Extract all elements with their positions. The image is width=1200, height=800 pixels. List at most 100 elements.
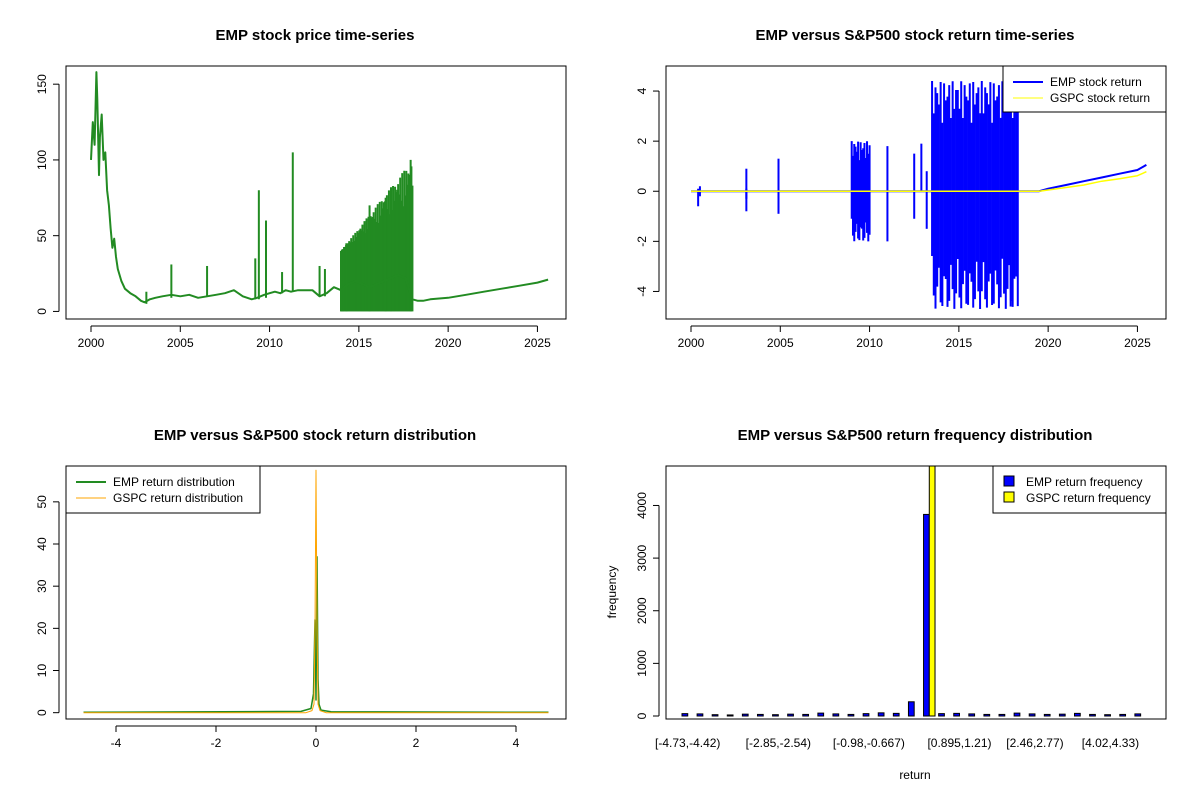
price-y-axis: 0 50 100 150 [35,74,60,315]
histogram-emp-bar [923,513,930,717]
returns-chart: EMP versus S&P500 stock return time-seri… [635,27,1167,350]
histogram-emp-bar [681,713,689,717]
histogram-emp-bar [756,713,764,717]
histogram-x-tick-label: [-0.98,-0.667) [833,736,905,750]
density-x-tick-label: 2 [413,736,420,750]
histogram-emp-bar [938,713,945,717]
histogram-y-axis: 0 1000 2000 3000 4000 [635,492,660,719]
histogram-y-tick-label: 0 [635,712,649,719]
histogram-x-tick-label: [-4.73,-4.42) [655,736,720,750]
histogram-y-label: frequency [605,566,619,619]
histogram-emp-bar [1013,712,1021,717]
histogram-chart: EMP versus S&P500 return frequency distr… [605,427,1167,782]
histogram-x-tick-label: [0.895,1.21) [927,736,991,750]
histogram-chart-title: EMP versus S&P500 return frequency distr… [738,427,1093,444]
price-plot-area [90,71,549,312]
returns-x-tick-label: 2005 [767,336,794,350]
histogram-x-tick-label: [4.02,4.33) [1082,736,1139,750]
density-y-tick-label: 20 [35,621,49,635]
density-y-tick-label: 50 [35,495,49,509]
density-plot-area [83,469,549,714]
returns-x-tick-label: 2025 [1124,336,1151,350]
returns-y-tick-label: 2 [635,137,649,144]
density-x-tick-label: 0 [313,736,320,750]
density-emp-line [83,555,549,714]
density-gspc-line [83,469,549,714]
returns-y-tick-label: 0 [635,188,649,195]
price-y-tick-label: 100 [35,150,49,170]
returns-y-axis: -4 -2 0 2 4 [635,87,660,297]
histogram-emp-bar [787,713,794,717]
histogram-emp-bar [1043,713,1051,717]
histogram-y-tick-label: 3000 [635,544,649,571]
density-y-tick-label: 10 [35,664,49,678]
histogram-x-tick-label: [-2.85,-2.54) [746,736,811,750]
returns-legend: EMP stock return GSPC stock return [1002,65,1167,113]
histogram-emp-bar [998,713,1006,717]
density-y-axis: 0 10 20 30 40 50 [35,495,60,716]
histogram-emp-bar [983,713,991,717]
histogram-gspc-bar [928,465,936,717]
density-legend: EMP return distribution GSPC return dist… [65,465,261,514]
price-plot-box [65,65,567,320]
histogram-emp-bar [802,713,810,717]
histogram-emp-bar [741,713,749,717]
price-x-tick-label: 2010 [256,336,283,350]
price-x-tick-label: 2000 [78,336,105,350]
density-legend-box [65,465,261,514]
histogram-emp-bar [1028,713,1036,717]
histogram-emp-bar [877,712,885,717]
density-x-tick-label: -4 [111,736,122,750]
price-x-axis: 2000 2005 2010 2015 2020 2025 [78,325,551,350]
price-x-tick-label: 2015 [346,336,373,350]
returns-x-tick-label: 2015 [946,336,973,350]
histogram-emp-bar [1089,713,1096,717]
returns-y-tick-label: -4 [635,286,649,297]
price-x-tick-label: 2005 [167,336,194,350]
density-x-axis: -4 -2 0 2 4 [111,725,520,750]
histogram-emp-bar [772,714,779,717]
price-y-tick-label: 150 [35,74,49,94]
histogram-emp-bar [817,712,825,717]
histogram-emp-bar [696,713,704,717]
density-legend-emp: EMP return distribution [113,475,235,489]
histogram-emp-bar [726,714,734,717]
histogram-emp-bar [953,712,960,717]
density-y-tick-label: 0 [35,709,49,716]
histogram-emp-bar [892,712,900,717]
histogram-x-label: return [899,768,930,782]
histogram-legend-box [992,465,1167,514]
histogram-y-tick-label: 1000 [635,650,649,677]
histogram-y-tick-label: 2000 [635,597,649,624]
returns-emp-line [691,164,1147,193]
histogram-legend-swatch-emp [1003,475,1015,487]
price-y-tick-label: 0 [35,308,49,315]
returns-y-tick-label: 4 [635,87,649,94]
histogram-emp-bar [1134,713,1142,717]
price-series-line [90,71,549,304]
price-x-tick-label: 2020 [435,336,462,350]
price-x-tick-label: 2025 [524,336,551,350]
histogram-emp-bar [968,713,976,717]
density-chart: EMP versus S&P500 stock return distribut… [35,427,567,750]
histogram-legend-gspc: GSPC return frequency [1026,491,1151,505]
histogram-emp-bar [847,713,855,717]
histogram-emp-bar [1074,712,1081,717]
returns-y-tick-label: -2 [635,236,649,247]
returns-x-tick-label: 2020 [1035,336,1062,350]
density-chart-title: EMP versus S&P500 stock return distribut… [154,427,476,444]
price-chart: EMP stock price time-series 2000 2005 2010… [35,27,567,350]
returns-legend-gspc: GSPC stock return [1050,91,1150,105]
returns-legend-box [1002,65,1167,113]
density-x-tick-label: 4 [513,736,520,750]
density-x-tick-label: -2 [211,736,222,750]
price-chart-title: EMP stock price time-series [216,27,415,44]
histogram-plot-box [665,465,1167,720]
returns-x-axis: 2000 2005 2010 2015 2020 2025 [678,325,1151,350]
histogram-plot-area [681,465,1142,717]
histogram-emp-bar [907,701,915,717]
histogram-x-axis: [-4.73,-4.42) [-2.85,-2.54) [-0.98,-0.667)… [655,736,1139,750]
histogram-emp-bar [711,714,719,717]
returns-x-tick-label: 2000 [678,336,705,350]
